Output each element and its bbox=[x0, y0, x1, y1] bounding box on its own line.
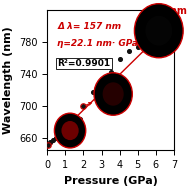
Text: η=22.1 nm· GPa⁻¹: η=22.1 nm· GPa⁻¹ bbox=[57, 39, 147, 48]
Circle shape bbox=[61, 121, 79, 140]
Point bbox=[127, 50, 130, 53]
Circle shape bbox=[54, 113, 86, 148]
Point bbox=[109, 71, 112, 74]
Point bbox=[62, 132, 65, 135]
Circle shape bbox=[94, 73, 132, 115]
Point bbox=[49, 141, 52, 144]
Circle shape bbox=[134, 4, 183, 58]
Point bbox=[47, 144, 50, 147]
X-axis label: Pressure (GPa): Pressure (GPa) bbox=[64, 176, 158, 186]
Point bbox=[82, 105, 85, 108]
Point bbox=[78, 117, 81, 120]
Text: R²=0.9901: R²=0.9901 bbox=[57, 59, 111, 68]
Circle shape bbox=[145, 16, 172, 46]
Point bbox=[55, 137, 58, 140]
Circle shape bbox=[103, 82, 124, 106]
Point bbox=[136, 46, 139, 49]
Text: Δ λ= 157 nm: Δ λ= 157 nm bbox=[57, 22, 121, 31]
Point bbox=[173, 18, 176, 21]
Point bbox=[163, 30, 166, 33]
Point bbox=[58, 134, 61, 137]
Point bbox=[145, 43, 148, 46]
Point bbox=[51, 138, 54, 141]
Point bbox=[71, 125, 74, 129]
Point bbox=[100, 82, 103, 85]
Point bbox=[154, 38, 157, 41]
Y-axis label: Wavelength (nm): Wavelength (nm) bbox=[3, 26, 14, 134]
Text: 808 nm: 808 nm bbox=[146, 6, 187, 19]
Point bbox=[66, 129, 69, 132]
Point bbox=[91, 90, 94, 93]
Point bbox=[118, 58, 121, 61]
